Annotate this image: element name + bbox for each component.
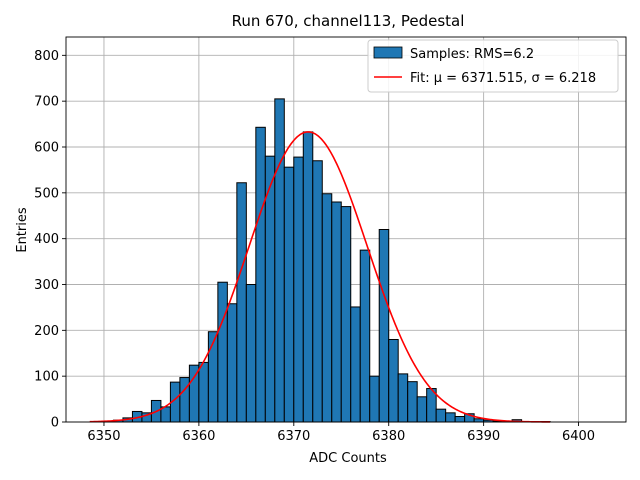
histogram-bar [407, 381, 418, 423]
histogram-bar [188, 364, 200, 423]
histogram-bar [217, 281, 228, 423]
histogram-bar [293, 156, 304, 423]
legend-label-fit: Fit: μ = 6371.515, σ = 6.218 [410, 71, 596, 86]
histogram-bar [359, 249, 371, 423]
y-tick-label: 0 [51, 416, 59, 431]
histogram-bar [340, 206, 352, 423]
chart-title: Run 670, channel113, Pedestal [232, 12, 465, 30]
histogram-bar [312, 160, 323, 423]
x-tick-label: 6360 [182, 429, 215, 444]
legend-patch-samples [373, 46, 403, 59]
histogram-bar [274, 98, 285, 423]
histogram-bar [236, 182, 247, 423]
y-tick-label: 300 [34, 278, 59, 293]
y-tick-label: 200 [34, 324, 59, 339]
histogram-bar [388, 339, 399, 423]
y-axis-ticks: 0 100 200 300 400 500 600 700 800 [34, 49, 66, 431]
fit-curve [89, 131, 551, 423]
x-axis-ticks: 6350 6360 6370 6380 6390 6400 [87, 422, 595, 444]
histogram-bar [179, 377, 190, 423]
histogram-bar [302, 131, 314, 423]
histogram-bar [473, 418, 485, 423]
legend-label-samples: Samples: RMS=6.2 [410, 47, 534, 62]
histogram-bar [245, 284, 257, 423]
y-tick-label: 500 [34, 186, 59, 201]
histogram-bar [283, 166, 295, 423]
y-tick-label: 700 [34, 95, 59, 110]
histogram-bar [331, 201, 342, 423]
plot-frame [65, 36, 627, 423]
y-tick-label: 100 [34, 370, 59, 385]
histogram-bar [454, 416, 466, 423]
legend-box [367, 39, 619, 93]
legend: Samples: RMS=6.2 Fit: μ = 6371.515, σ = … [367, 39, 619, 93]
histogram-bar [397, 373, 409, 423]
histogram-bar [416, 396, 428, 423]
histogram-bar [445, 412, 456, 423]
x-tick-label: 6390 [467, 429, 500, 444]
histogram-bar [350, 306, 361, 423]
histogram-bar [369, 375, 380, 423]
histogram-bar [207, 331, 219, 423]
x-axis-label: ADC Counts [309, 451, 387, 466]
histogram-bar [198, 361, 209, 423]
y-tick-label: 600 [34, 141, 59, 156]
histogram-bar [255, 126, 266, 423]
x-tick-label: 6380 [372, 429, 405, 444]
histogram-bar [378, 229, 390, 423]
histogram-bar [435, 408, 447, 423]
x-tick-label: 6350 [87, 429, 120, 444]
x-tick-label: 6400 [562, 429, 595, 444]
y-axis-label: Entries [15, 207, 30, 253]
y-tick-label: 400 [34, 232, 59, 247]
histogram-bar [226, 303, 238, 423]
x-tick-label: 6370 [277, 429, 310, 444]
histogram-bar [321, 193, 333, 423]
plot-area: 6350 6360 6370 6380 6390 6400 0 100 200 300 400 50… [34, 36, 627, 444]
y-tick-label: 800 [34, 49, 59, 64]
